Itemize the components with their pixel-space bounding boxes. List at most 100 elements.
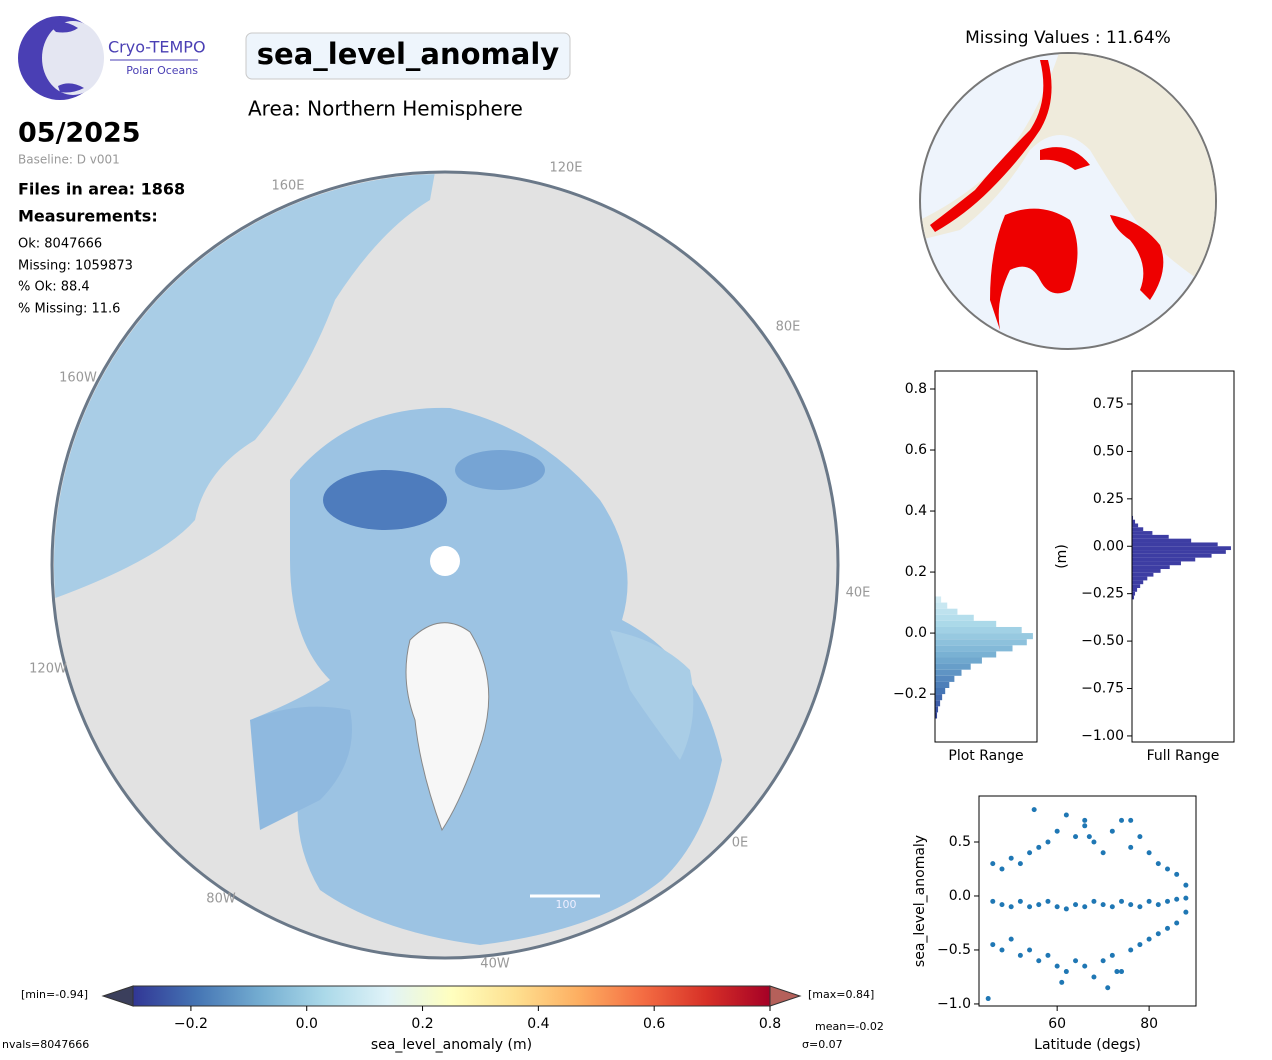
measurement: Ok: 8047666 bbox=[18, 237, 102, 252]
map-label: 80E bbox=[776, 320, 801, 335]
x-tick-label: 80 bbox=[1140, 1016, 1158, 1032]
point bbox=[1128, 817, 1134, 823]
hist-bar bbox=[1132, 550, 1226, 554]
mean: mean=-0.02 bbox=[815, 1020, 884, 1033]
point bbox=[1119, 817, 1125, 823]
hist-bar bbox=[935, 639, 1027, 646]
point bbox=[1082, 823, 1088, 829]
map-label: 120W bbox=[29, 662, 67, 677]
hist-bar bbox=[1132, 591, 1136, 596]
point bbox=[1146, 850, 1152, 856]
point bbox=[1109, 828, 1115, 834]
y-tick-label: 0.25 bbox=[1093, 491, 1124, 507]
measurement: % Missing: 11.6 bbox=[18, 302, 120, 317]
point bbox=[1174, 871, 1180, 877]
hist-bar bbox=[935, 694, 943, 701]
point bbox=[1155, 931, 1161, 937]
point bbox=[1027, 947, 1033, 953]
point bbox=[1008, 855, 1014, 861]
logo-name: Cryo-TEMPO bbox=[108, 38, 206, 57]
hist-bar bbox=[935, 687, 946, 695]
point bbox=[1027, 904, 1033, 910]
hist-bar bbox=[1132, 557, 1196, 562]
x-tick-label: −0.2 bbox=[174, 1016, 208, 1032]
point bbox=[1036, 902, 1042, 908]
point bbox=[1045, 952, 1051, 958]
y-tick-label: −0.50 bbox=[1081, 633, 1124, 649]
hist-bar bbox=[935, 675, 955, 682]
point bbox=[1073, 958, 1079, 964]
files: Files in area: 1868 bbox=[18, 180, 185, 199]
point bbox=[1164, 866, 1170, 872]
hist-bar bbox=[1132, 519, 1136, 524]
hist-bar bbox=[1132, 576, 1148, 581]
hist-bar bbox=[935, 700, 941, 707]
point bbox=[1105, 985, 1111, 991]
point bbox=[1128, 844, 1134, 850]
hist-bar bbox=[1132, 561, 1181, 566]
measurement: Missing: 1059873 bbox=[18, 259, 133, 274]
point bbox=[1146, 898, 1152, 904]
x-tick-label: 0.4 bbox=[527, 1016, 549, 1032]
inset-title: Missing Values : 11.64% bbox=[965, 28, 1171, 48]
point bbox=[1146, 936, 1152, 942]
y-tick-label: −1.00 bbox=[1081, 728, 1124, 744]
map-label: 0E bbox=[732, 836, 749, 851]
hist-bar bbox=[935, 633, 1033, 640]
nvals: nvals=8047666 bbox=[2, 1038, 89, 1051]
y-tick-label: 0.4 bbox=[905, 503, 927, 519]
hist-bar bbox=[935, 620, 997, 627]
hist-bar bbox=[935, 608, 958, 615]
point bbox=[1059, 979, 1065, 985]
colorbar-label: sea_level_anomaly (m) bbox=[371, 1037, 532, 1053]
point bbox=[1137, 904, 1143, 910]
point bbox=[1174, 896, 1180, 902]
logo: Cryo-TEMPO Polar Oceans bbox=[18, 16, 206, 100]
point bbox=[1036, 958, 1042, 964]
max-label: [max=0.84] bbox=[808, 988, 874, 1001]
point bbox=[1137, 834, 1143, 840]
point bbox=[990, 898, 996, 904]
hist-bar bbox=[1132, 523, 1139, 528]
point bbox=[1045, 839, 1051, 845]
point bbox=[1100, 958, 1106, 964]
point bbox=[985, 996, 991, 1002]
hist-bar bbox=[1132, 595, 1135, 600]
y-tick-label: 0.2 bbox=[905, 564, 927, 580]
point bbox=[1036, 844, 1042, 850]
x-axis-label: Plot Range bbox=[948, 748, 1023, 764]
hist-bar bbox=[935, 651, 997, 658]
map-label: 80W bbox=[206, 892, 236, 907]
map: 100 bbox=[50, 170, 840, 960]
hist-bar bbox=[1132, 515, 1134, 520]
point bbox=[1054, 904, 1060, 910]
point bbox=[1164, 925, 1170, 931]
point bbox=[1137, 942, 1143, 948]
map-label: 120E bbox=[549, 161, 582, 176]
y-tick-label: 0.8 bbox=[905, 381, 927, 397]
point bbox=[990, 861, 996, 867]
area: Area: Northern Hemisphere bbox=[248, 97, 523, 121]
hist-bar bbox=[1132, 527, 1144, 532]
point bbox=[1100, 902, 1106, 908]
y-axis-label: sea_level_anomaly bbox=[912, 835, 928, 967]
period: 05/2025 bbox=[18, 118, 141, 149]
hist-bar bbox=[935, 614, 974, 621]
point bbox=[1073, 834, 1079, 840]
point bbox=[1045, 898, 1051, 904]
y-tick-label: −0.2 bbox=[893, 686, 927, 702]
point bbox=[1183, 895, 1189, 901]
sigma: σ=0.07 bbox=[802, 1038, 843, 1051]
point bbox=[1082, 904, 1088, 910]
hist-bar bbox=[1132, 531, 1153, 535]
colorbar-over bbox=[769, 985, 802, 1007]
y-tick-label: 0.00 bbox=[1093, 538, 1124, 554]
hist-bar bbox=[935, 712, 938, 719]
y-tick-label: 0.0 bbox=[949, 888, 971, 904]
point bbox=[1128, 902, 1134, 908]
point bbox=[1174, 920, 1180, 926]
point bbox=[1100, 850, 1106, 856]
hist-bar bbox=[1132, 572, 1154, 577]
logo-product: Polar Oceans bbox=[126, 64, 198, 77]
title: sea_level_anomaly bbox=[257, 37, 559, 71]
